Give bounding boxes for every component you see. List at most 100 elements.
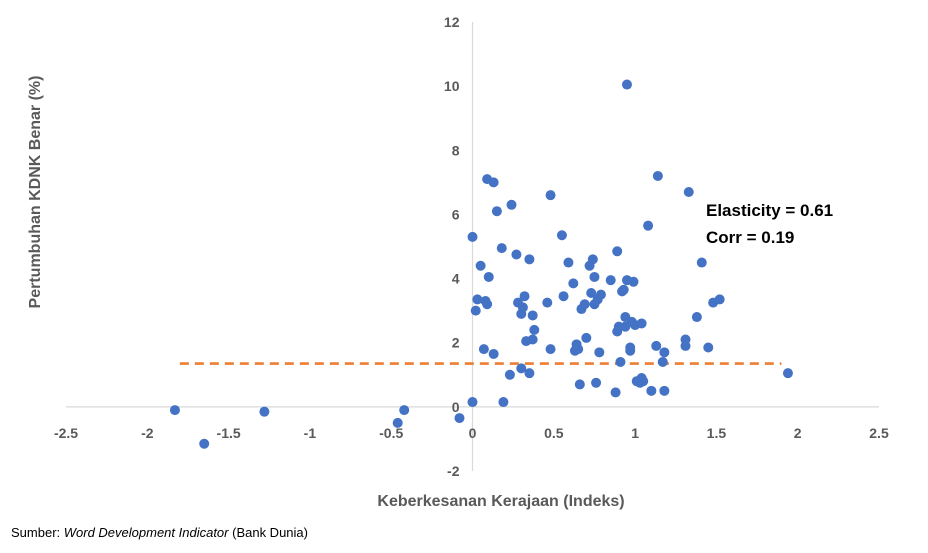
data-point <box>527 310 538 321</box>
data-point <box>399 405 410 416</box>
source-publisher: (Bank Dunia) <box>228 525 308 540</box>
data-point <box>506 199 517 210</box>
data-point <box>594 347 605 358</box>
data-point <box>488 348 499 359</box>
data-point <box>696 257 707 268</box>
x-tick-label: 1 <box>631 425 639 441</box>
data-point <box>488 177 499 188</box>
data-point <box>618 284 629 295</box>
source-title: Word Development Indicator <box>63 525 229 540</box>
x-tick-label: -1 <box>304 425 317 441</box>
data-point <box>524 368 535 379</box>
data-point <box>470 305 481 316</box>
data-point <box>657 356 668 367</box>
data-point <box>581 332 592 343</box>
y-tick-label: 6 <box>452 206 460 222</box>
x-tick-label: 2.5 <box>869 425 889 441</box>
data-point <box>573 344 584 355</box>
data-point <box>646 385 657 396</box>
y-tick-label: -2 <box>447 463 460 479</box>
data-point <box>472 294 483 305</box>
data-point <box>556 230 567 241</box>
data-point <box>482 299 493 310</box>
data-point <box>542 297 553 308</box>
x-tick-label: 0.5 <box>544 425 564 441</box>
data-point <box>636 318 647 329</box>
source-note: Sumber: Word Development Indicator (Bank… <box>11 525 308 540</box>
data-point <box>612 246 623 257</box>
data-point <box>483 271 494 282</box>
data-point <box>478 344 489 355</box>
data-point <box>527 334 538 345</box>
data-point <box>454 413 465 424</box>
data-point <box>683 186 694 197</box>
tick-labels: -2.5 -2 -1.5 -1 -0.5 0 0.5 1 1.5 2 2.5 -2 0 2 4 6 8 10 12 <box>54 14 889 479</box>
data-point <box>625 345 636 356</box>
data-point <box>651 340 662 351</box>
data-point <box>579 299 590 310</box>
data-point <box>659 385 670 396</box>
data-point <box>529 324 540 335</box>
data-point <box>615 356 626 367</box>
data-point <box>545 344 556 355</box>
elasticity-annotation: Elasticity = 0.61 <box>706 201 833 220</box>
data-point <box>545 190 556 201</box>
data-point <box>496 243 507 254</box>
y-tick-label: 4 <box>452 271 460 287</box>
data-point <box>169 405 180 416</box>
x-tick-label: -2.5 <box>54 425 78 441</box>
scatter-chart: -2.5 -2 -1.5 -1 -0.5 0 0.5 1 1.5 2 2.5-2024681012 … <box>27 14 889 510</box>
data-point <box>568 278 579 289</box>
y-axis-title: Pertumbuhan KDNK Benar (%) <box>27 76 44 309</box>
x-tick-label: -0.5 <box>379 425 403 441</box>
data-point <box>467 397 478 408</box>
x-axis-title: Keberkesanan Kerajaan (Indeks) <box>377 493 624 510</box>
data-point <box>605 275 616 286</box>
data-point <box>638 376 649 387</box>
data-point <box>519 291 530 302</box>
data-point <box>703 342 714 353</box>
data-point <box>782 368 793 379</box>
data-point <box>595 289 606 300</box>
data-point <box>392 417 403 428</box>
x-tick-label: -2 <box>141 425 154 441</box>
data-point <box>652 170 663 181</box>
y-tick-label: 2 <box>452 335 460 351</box>
data-point <box>621 79 632 90</box>
data-point <box>475 260 486 271</box>
data-point <box>498 397 509 408</box>
data-point <box>504 369 515 380</box>
data-point <box>516 363 527 374</box>
data-point <box>714 294 725 305</box>
data-point <box>643 220 654 231</box>
y-tick-label: 0 <box>452 399 460 415</box>
x-tick-label: 1.5 <box>707 425 727 441</box>
data-point <box>511 249 522 260</box>
data-point <box>680 334 691 345</box>
data-point <box>259 406 270 417</box>
data-point <box>610 387 621 398</box>
correlation-annotation: Corr = 0.19 <box>706 228 794 247</box>
x-tick-label: 0 <box>469 425 477 441</box>
data-point <box>659 347 670 358</box>
data-point <box>587 254 598 265</box>
data-point <box>517 302 528 313</box>
y-tick-label: 12 <box>444 14 460 30</box>
data-point <box>491 206 502 217</box>
data-point <box>586 288 597 299</box>
data-point <box>628 276 639 287</box>
x-tick-label: 2 <box>794 425 802 441</box>
source-prefix: Sumber: <box>11 525 64 540</box>
data-point <box>589 271 600 282</box>
data-point <box>591 377 602 388</box>
y-tick-label: 8 <box>452 142 460 158</box>
data-point <box>574 379 585 390</box>
data-point <box>199 438 210 449</box>
data-points <box>169 79 793 449</box>
data-point <box>691 312 702 323</box>
y-tick-label: 10 <box>444 78 460 94</box>
x-tick-label: -1.5 <box>217 425 241 441</box>
data-point <box>558 291 569 302</box>
data-point <box>467 231 478 242</box>
data-point <box>524 254 535 265</box>
